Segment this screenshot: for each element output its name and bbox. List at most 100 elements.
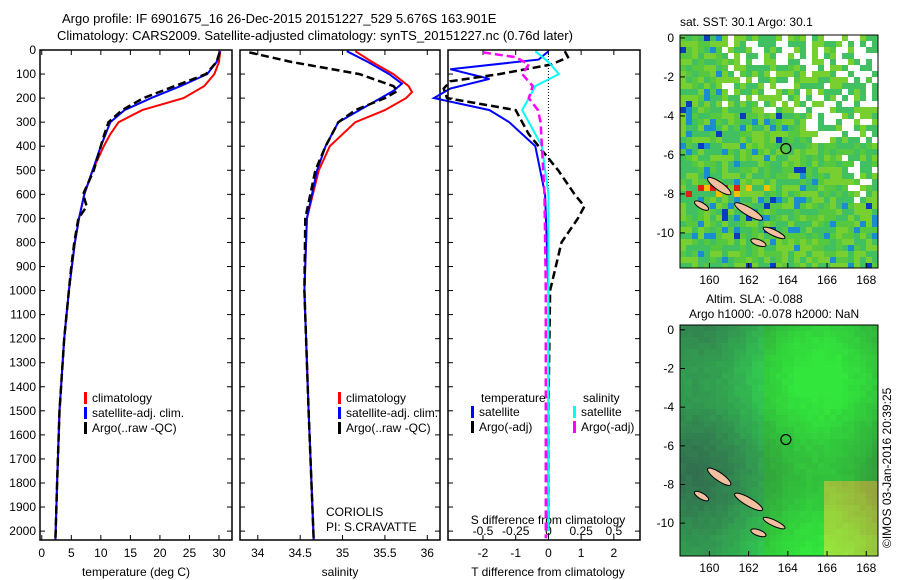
sal-legend-label: climatology [346,391,406,405]
temp-legend-label: satellite-adj. clim. [92,406,184,420]
temp-xtick-label: 0 [38,546,45,560]
coriolis-annotation: CORIOLIS [326,505,383,519]
depth-tick-label: 400 [16,139,36,153]
lon-tick-label: 164 [778,561,798,575]
lat-tick-label: -8 [663,187,674,201]
depth-tick-label: 700 [16,211,36,225]
depth-tick-label: 100 [16,67,36,81]
tdiff-legend-label: Argo(-adj) [479,420,532,434]
diff-line-s-argo--adj- [482,51,548,539]
title-line-1: Argo profile: IF 6901675_16 26-Dec-2015 … [62,11,497,26]
diff-line-t-argo--adj- [442,50,586,532]
sst-map-frame [679,34,879,269]
depth-tick-label: 800 [16,235,36,249]
sal-line-Argo [249,51,400,541]
tdiff-xtick-label: -1 [510,546,521,560]
tdiff-xlabel: T difference from climatology [471,565,625,579]
diff-line-s-satellite [521,50,561,532]
sst-map-title: sat. SST: 30.1 Argo: 30.1 [680,15,813,29]
depth-tick-label: 900 [16,259,36,273]
depth-tick-label: 500 [16,163,36,177]
lon-tick-label: 160 [699,273,719,287]
sal-legend-swatch [338,392,341,404]
depth-tick-label: 1400 [9,380,36,394]
lon-tick-label: 162 [739,273,759,287]
lon-tick-label: 168 [856,273,876,287]
lat-tick-label: -4 [663,109,674,123]
salinity-panel-frame [239,49,441,541]
lat-tick-label: -2 [663,361,674,375]
sal-legend-swatch [338,407,341,419]
lat-tick-label: -2 [663,70,674,84]
argo-height-title: Argo h1000: -0.078 h2000: NaN [689,307,859,321]
temperature-panel-frame [39,49,233,541]
depth-tick-label: 1700 [9,452,36,466]
credit-text: ©IMOS 03-Jan-2016 20:39:25 [880,387,894,548]
island [762,226,786,240]
depth-tick-label: 1300 [9,356,36,370]
sal-line-climatology [303,50,414,541]
sdiff-tick-label: 0.25 [569,524,593,538]
depth-tick-label: 600 [16,187,36,201]
lat-tick-label: -4 [663,400,674,414]
lon-tick-label: 168 [856,561,876,575]
depth-tick-label: 1000 [9,284,36,298]
lat-tick-label: -6 [663,148,674,162]
lon-tick-label: 160 [699,561,719,575]
depth-tick-label: 1500 [9,404,36,418]
tdiff-legend-swatch [471,406,474,418]
lat-tick-label: -6 [663,439,674,453]
sal-xtick-label: 34 [251,546,265,560]
island [762,516,786,530]
sdiff-tick-label: -0.25 [502,524,530,538]
temp-xtick-label: 30 [212,546,226,560]
island [707,176,732,196]
sdiff-tick-label: 0.5 [605,524,622,538]
depth-tick-label: 0 [29,43,36,57]
temp-xtick-label: 15 [124,546,138,560]
difference-panel-frame [447,49,641,541]
temp-line-satellite-adj [54,50,222,541]
sdiff-legend-label: Argo(-adj) [581,420,634,434]
temp-legend-label: climatology [92,391,152,405]
title-line-2: Climatology: CARS2009. Satellite-adjuste… [57,28,573,43]
legend-header-temperature: temperature [481,391,546,405]
sal-xtick-label: 34.5 [288,546,312,560]
sal-xtick-label: 36 [421,546,435,560]
tdiff-legend-swatch [471,421,474,433]
island [693,490,710,502]
sal-xtick-label: 35.5 [373,546,397,560]
sal-xlabel: salinity [322,565,359,579]
lat-tick-label: -10 [657,516,675,530]
tdiff-xtick-label: 1 [578,546,585,560]
island [750,238,767,248]
temp-xlabel: temperature (deg C) [82,565,190,579]
lon-tick-label: 166 [817,273,837,287]
temp-legend-swatch [84,422,87,434]
lon-tick-label: 162 [739,561,759,575]
depth-tick-label: 1900 [9,500,36,514]
lat-tick-label: -10 [657,226,675,240]
sal-legend-swatch [338,422,341,434]
sla-map-field [680,325,878,556]
sla-map-frame [679,324,879,557]
island [707,467,732,486]
lat-tick-label: 0 [667,323,674,337]
island [750,528,767,538]
temp-legend-label: Argo(..raw -QC) [92,421,177,435]
temp-xtick-label: 25 [183,546,197,560]
lat-tick-label: 0 [667,31,674,45]
sal-legend-label: satellite-adj. clim. [346,406,438,420]
argo-position-marker [780,142,792,155]
temp-legend-swatch [84,407,87,419]
sdiff-legend-swatch [573,421,576,433]
temp-xtick-label: 10 [94,546,108,560]
sdiff-tick-label: -0.5 [473,524,494,538]
island [693,200,710,211]
temp-line-Argo [54,52,221,541]
tdiff-xtick-label: -2 [478,546,489,560]
sdiff-legend-swatch [573,406,576,418]
sla-title: Altim. SLA: -0.088 [706,292,803,306]
